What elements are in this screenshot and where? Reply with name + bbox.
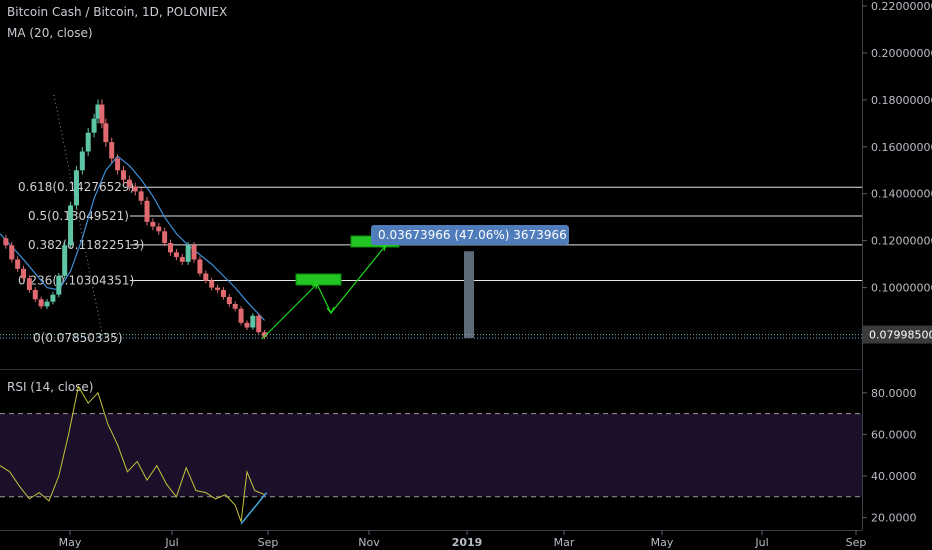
candle-body[interactable] bbox=[85, 132, 91, 152]
candle-body[interactable] bbox=[32, 289, 38, 300]
price-tick-label: 0.16000000 bbox=[871, 141, 932, 154]
time-tick-label: Jul bbox=[164, 536, 178, 549]
candle-body[interactable] bbox=[3, 238, 9, 246]
arrow-head-icon bbox=[326, 306, 335, 315]
candle-body[interactable] bbox=[15, 259, 21, 269]
rsi-indicator-label[interactable]: RSI (14, close) bbox=[7, 380, 94, 394]
candle-body[interactable] bbox=[179, 257, 185, 262]
last-price-tag bbox=[863, 325, 932, 344]
candle-body[interactable] bbox=[215, 287, 221, 290]
rsi-tick-label: 20.0000 bbox=[871, 512, 917, 525]
candle-body[interactable] bbox=[168, 243, 174, 253]
candle-body[interactable] bbox=[209, 280, 215, 288]
candle-body[interactable] bbox=[73, 170, 79, 206]
candle-body[interactable] bbox=[156, 226, 162, 232]
candle-body[interactable] bbox=[162, 231, 168, 244]
ma-indicator-label[interactable]: MA (20, close) bbox=[7, 26, 93, 40]
price-tick-label: 0.20000000 bbox=[871, 47, 932, 60]
arrow-head-icon bbox=[311, 283, 318, 290]
candle-body[interactable] bbox=[126, 179, 132, 187]
candle-body[interactable] bbox=[26, 278, 32, 290]
candle-body[interactable] bbox=[103, 123, 109, 143]
candle-body[interactable] bbox=[99, 104, 105, 124]
price-tick-label: 0.10000000 bbox=[871, 282, 932, 295]
candle-body[interactable] bbox=[56, 275, 62, 295]
rsi-tick-label: 80.0000 bbox=[871, 387, 917, 400]
price-tick-label: 0.14000000 bbox=[871, 188, 932, 201]
candle-body[interactable] bbox=[95, 104, 101, 119]
candle-body[interactable] bbox=[120, 170, 126, 180]
candle-body[interactable] bbox=[144, 200, 150, 222]
candle-body[interactable] bbox=[232, 304, 238, 309]
candle-body[interactable] bbox=[138, 191, 144, 201]
candle-body[interactable] bbox=[91, 118, 97, 133]
chart-title: Bitcoin Cash / Bitcoin, 1D, POLONIEX bbox=[7, 5, 228, 19]
fib-level-label: 0(0.07850335) bbox=[33, 331, 123, 345]
candle-body[interactable] bbox=[150, 221, 156, 227]
candle-body[interactable] bbox=[173, 252, 179, 258]
candle-body[interactable] bbox=[50, 294, 56, 302]
candle-body[interactable] bbox=[226, 296, 232, 305]
candle-body[interactable] bbox=[238, 308, 244, 323]
time-tick-label: May bbox=[59, 536, 82, 549]
time-tick-label: Nov bbox=[358, 536, 380, 549]
measure-range-bar[interactable] bbox=[464, 251, 474, 339]
ma-line[interactable] bbox=[0, 155, 266, 321]
candle-body[interactable] bbox=[62, 245, 68, 276]
candle-body[interactable] bbox=[132, 186, 138, 192]
candle-body[interactable] bbox=[9, 245, 15, 260]
candle-body[interactable] bbox=[244, 322, 250, 328]
fib-level-label: 0.236(0.10304351) bbox=[18, 273, 134, 287]
time-tick-label: Sep bbox=[846, 536, 867, 549]
candle-body[interactable] bbox=[68, 205, 74, 246]
time-tick-label: Mar bbox=[554, 536, 575, 549]
target-box-1[interactable] bbox=[295, 273, 342, 286]
time-tick-label: Sep bbox=[258, 536, 279, 549]
candle-body[interactable] bbox=[250, 315, 256, 328]
candle-body[interactable] bbox=[21, 268, 27, 279]
time-tick-label: Jul bbox=[754, 536, 768, 549]
candle-body[interactable] bbox=[44, 301, 50, 307]
last-price-label: 0.07998500 bbox=[869, 329, 932, 342]
candle-body[interactable] bbox=[203, 273, 209, 281]
measure-tooltip-text: 0.03673966 (47.06%) 3673966 bbox=[378, 228, 567, 242]
price-tick-label: 0.22000000 bbox=[871, 0, 932, 13]
rsi-tick-label: 60.0000 bbox=[871, 428, 917, 441]
candle-body[interactable] bbox=[185, 245, 191, 262]
rsi-trendline[interactable] bbox=[240, 492, 268, 525]
rsi-band bbox=[0, 413, 862, 497]
candle-body[interactable] bbox=[197, 259, 203, 274]
rsi-line[interactable] bbox=[0, 385, 265, 522]
candle-body[interactable] bbox=[191, 245, 197, 260]
fib-level-label: 0.382(0.11822513) bbox=[28, 238, 144, 252]
candle-body[interactable] bbox=[115, 158, 121, 171]
candle-body[interactable] bbox=[109, 142, 115, 159]
candle-body[interactable] bbox=[256, 315, 262, 333]
candle-body[interactable] bbox=[220, 289, 226, 297]
measure-tooltip bbox=[371, 225, 569, 245]
rsi-tick-label: 40.0000 bbox=[871, 470, 917, 483]
price-tick-label: 0.18000000 bbox=[871, 94, 932, 107]
projection-path[interactable] bbox=[261, 244, 387, 340]
fib-level-label: 0.5(0.13049521) bbox=[28, 209, 129, 223]
price-tick-label: 0.12000000 bbox=[871, 235, 932, 248]
time-tick-label: May bbox=[651, 536, 674, 549]
time-tick-label: 2019 bbox=[452, 536, 483, 549]
candle-body[interactable] bbox=[79, 151, 85, 171]
candle-body[interactable] bbox=[38, 299, 44, 307]
